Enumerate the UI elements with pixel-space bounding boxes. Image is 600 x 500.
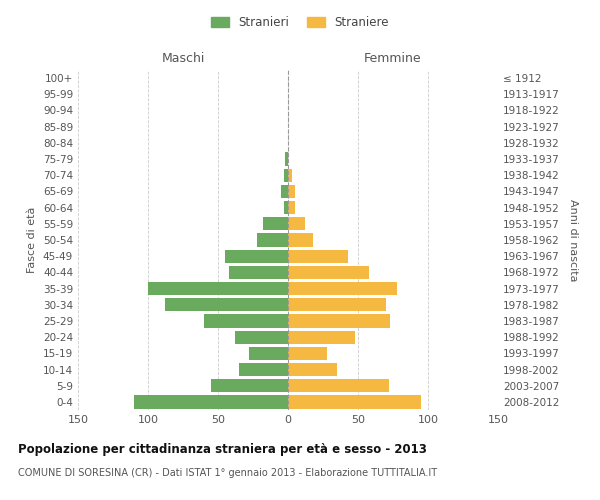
Bar <box>281 185 288 198</box>
Bar <box>288 217 305 230</box>
Bar <box>284 168 288 182</box>
Bar <box>288 314 390 328</box>
Bar <box>288 346 327 360</box>
Bar <box>257 234 288 246</box>
Bar <box>288 298 386 312</box>
Bar <box>288 330 355 344</box>
Bar <box>229 266 288 279</box>
Text: Femmine: Femmine <box>364 52 422 65</box>
Bar <box>288 396 421 408</box>
Bar <box>165 298 288 312</box>
Bar <box>148 282 288 295</box>
Bar <box>204 314 288 328</box>
Bar <box>263 217 288 230</box>
Text: COMUNE DI SORESINA (CR) - Dati ISTAT 1° gennaio 2013 - Elaborazione TUTTITALIA.I: COMUNE DI SORESINA (CR) - Dati ISTAT 1° … <box>18 468 437 477</box>
Bar <box>288 363 337 376</box>
Bar <box>288 250 348 263</box>
Bar <box>239 363 288 376</box>
Text: Maschi: Maschi <box>161 52 205 65</box>
Bar <box>211 379 288 392</box>
Bar <box>288 185 295 198</box>
Bar <box>225 250 288 263</box>
Bar <box>134 396 288 408</box>
Bar <box>288 168 292 182</box>
Legend: Stranieri, Straniere: Stranieri, Straniere <box>211 16 389 29</box>
Bar <box>249 346 288 360</box>
Bar <box>288 234 313 246</box>
Bar <box>288 379 389 392</box>
Bar <box>288 266 369 279</box>
Bar <box>288 201 295 214</box>
Y-axis label: Fasce di età: Fasce di età <box>28 207 37 273</box>
Bar <box>285 152 288 166</box>
Bar <box>235 330 288 344</box>
Bar <box>288 282 397 295</box>
Bar <box>284 201 288 214</box>
Text: Popolazione per cittadinanza straniera per età e sesso - 2013: Popolazione per cittadinanza straniera p… <box>18 442 427 456</box>
Y-axis label: Anni di nascita: Anni di nascita <box>568 198 578 281</box>
